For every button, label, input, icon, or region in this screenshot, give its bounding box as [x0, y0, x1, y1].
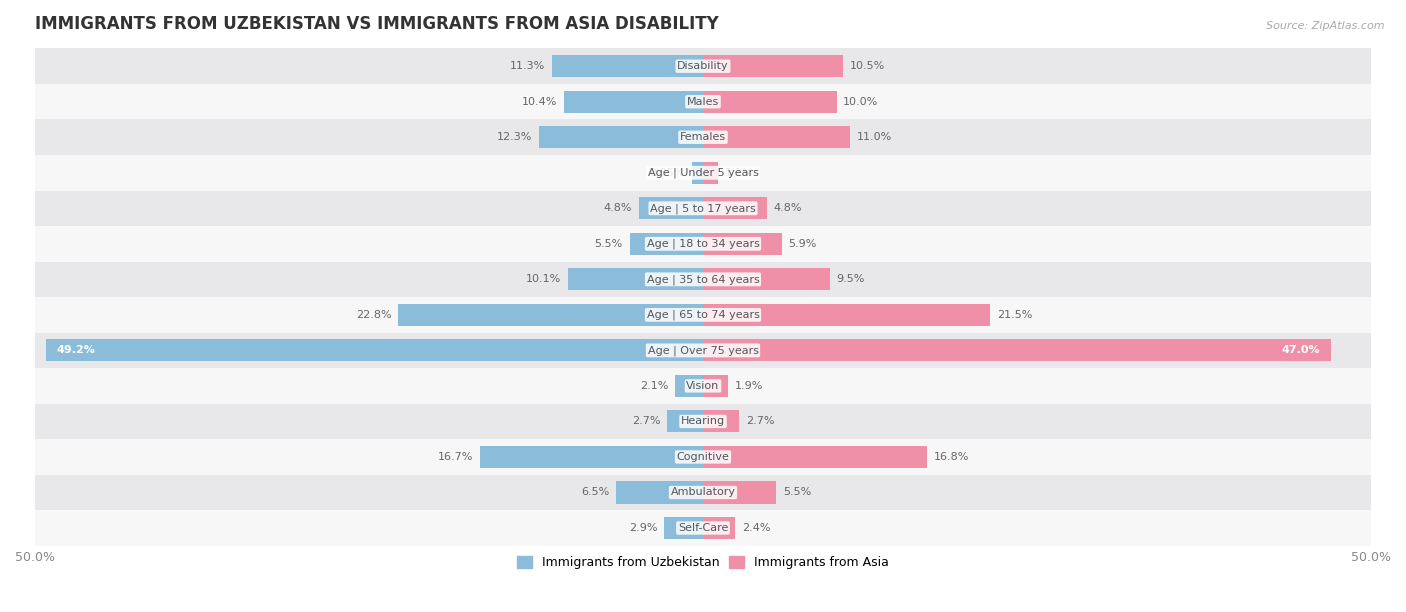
Bar [35, 439, 1371, 475]
Bar [553, 55, 703, 77]
Bar [35, 510, 1371, 546]
Bar [692, 162, 703, 184]
Text: 2.4%: 2.4% [742, 523, 770, 533]
Text: 16.8%: 16.8% [934, 452, 970, 462]
Bar [703, 482, 776, 504]
Bar [616, 482, 703, 504]
Text: 11.3%: 11.3% [510, 61, 546, 71]
Text: Hearing: Hearing [681, 416, 725, 427]
Text: Males: Males [688, 97, 718, 106]
Text: 5.9%: 5.9% [789, 239, 817, 249]
Bar [703, 304, 990, 326]
Text: 4.8%: 4.8% [603, 203, 633, 214]
Bar [638, 197, 703, 219]
Bar [664, 517, 703, 539]
Text: 47.0%: 47.0% [1282, 345, 1320, 356]
Text: 10.1%: 10.1% [526, 274, 561, 285]
Text: 1.9%: 1.9% [735, 381, 763, 391]
Text: 10.4%: 10.4% [522, 97, 557, 106]
Text: Self-Care: Self-Care [678, 523, 728, 533]
Bar [479, 446, 703, 468]
Text: 16.7%: 16.7% [437, 452, 474, 462]
Text: Cognitive: Cognitive [676, 452, 730, 462]
Text: Age | 65 to 74 years: Age | 65 to 74 years [647, 310, 759, 320]
Text: 2.7%: 2.7% [631, 416, 661, 427]
Bar [703, 55, 844, 77]
Bar [703, 197, 768, 219]
Bar [703, 375, 728, 397]
Text: 1.1%: 1.1% [724, 168, 752, 177]
Text: Age | 5 to 17 years: Age | 5 to 17 years [650, 203, 756, 214]
Text: 2.1%: 2.1% [640, 381, 668, 391]
Text: 11.0%: 11.0% [856, 132, 891, 142]
Bar [45, 340, 703, 362]
Bar [703, 162, 717, 184]
Text: 0.85%: 0.85% [650, 168, 685, 177]
Text: 9.5%: 9.5% [837, 274, 865, 285]
Text: 12.3%: 12.3% [496, 132, 531, 142]
Text: Source: ZipAtlas.com: Source: ZipAtlas.com [1267, 21, 1385, 31]
Text: 21.5%: 21.5% [997, 310, 1032, 320]
Text: 5.5%: 5.5% [595, 239, 623, 249]
Bar [568, 268, 703, 290]
Text: 10.5%: 10.5% [851, 61, 886, 71]
Text: 2.7%: 2.7% [745, 416, 775, 427]
Text: Age | 18 to 34 years: Age | 18 to 34 years [647, 239, 759, 249]
Text: Ambulatory: Ambulatory [671, 488, 735, 498]
Bar [630, 233, 703, 255]
Bar [35, 475, 1371, 510]
Bar [703, 268, 830, 290]
Bar [564, 91, 703, 113]
Bar [398, 304, 703, 326]
Text: 22.8%: 22.8% [356, 310, 392, 320]
Bar [703, 446, 928, 468]
Bar [35, 333, 1371, 368]
Text: Disability: Disability [678, 61, 728, 71]
Bar [703, 126, 851, 148]
Text: Age | 35 to 64 years: Age | 35 to 64 years [647, 274, 759, 285]
Bar [538, 126, 703, 148]
Bar [35, 297, 1371, 333]
Text: 10.0%: 10.0% [844, 97, 879, 106]
Text: 5.5%: 5.5% [783, 488, 811, 498]
Bar [703, 233, 782, 255]
Bar [35, 190, 1371, 226]
Bar [703, 91, 837, 113]
Text: Age | Over 75 years: Age | Over 75 years [648, 345, 758, 356]
Text: 4.8%: 4.8% [773, 203, 803, 214]
Bar [35, 261, 1371, 297]
Text: Vision: Vision [686, 381, 720, 391]
Text: 2.9%: 2.9% [628, 523, 658, 533]
Text: IMMIGRANTS FROM UZBEKISTAN VS IMMIGRANTS FROM ASIA DISABILITY: IMMIGRANTS FROM UZBEKISTAN VS IMMIGRANTS… [35, 15, 718, 33]
Bar [35, 404, 1371, 439]
Bar [35, 155, 1371, 190]
Bar [703, 340, 1331, 362]
Bar [35, 226, 1371, 261]
Text: Age | Under 5 years: Age | Under 5 years [648, 168, 758, 178]
Bar [35, 368, 1371, 404]
Bar [35, 84, 1371, 119]
Text: 6.5%: 6.5% [581, 488, 609, 498]
Bar [666, 411, 703, 433]
Bar [35, 48, 1371, 84]
Text: Females: Females [681, 132, 725, 142]
Bar [703, 411, 740, 433]
Text: 49.2%: 49.2% [56, 345, 96, 356]
Bar [35, 119, 1371, 155]
Legend: Immigrants from Uzbekistan, Immigrants from Asia: Immigrants from Uzbekistan, Immigrants f… [512, 551, 894, 574]
Bar [675, 375, 703, 397]
Bar [703, 517, 735, 539]
